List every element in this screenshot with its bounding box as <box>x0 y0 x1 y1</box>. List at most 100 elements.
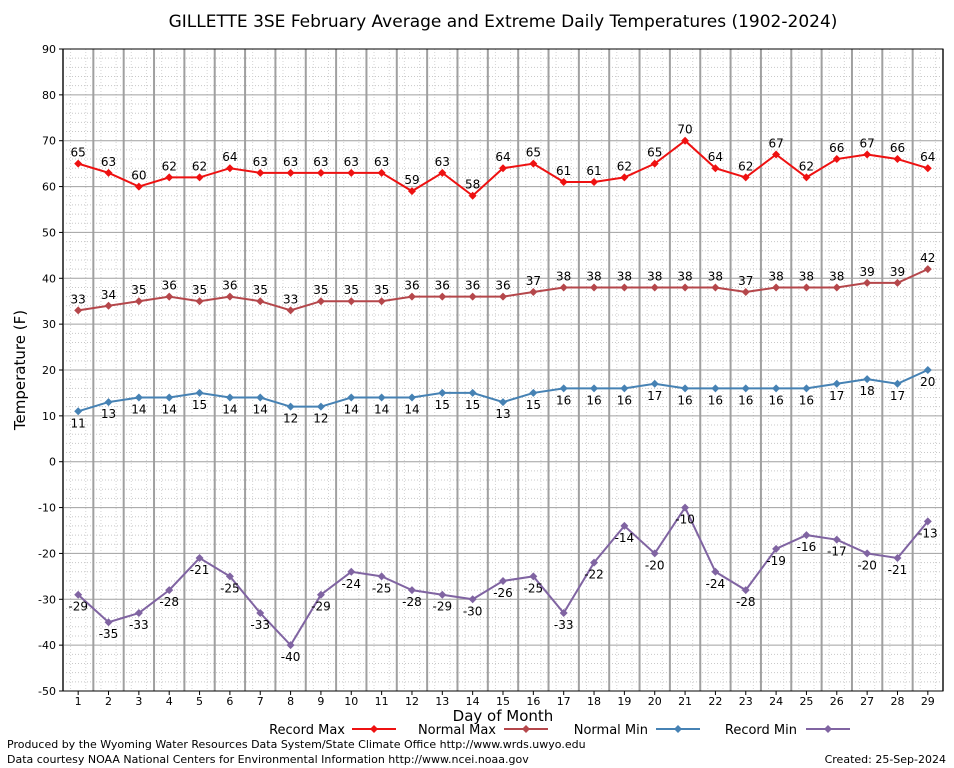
record-min-point <box>711 567 720 576</box>
record-min-point <box>802 531 811 540</box>
normal-min-data-label: 14 <box>404 403 419 417</box>
x-axis-title: Day of Month <box>453 707 554 725</box>
record-min-point <box>529 572 538 581</box>
footer-created-date: Created: 25-Sep-2024 <box>825 753 946 766</box>
record-max-point <box>195 173 204 182</box>
record-max-point <box>863 150 872 159</box>
normal-min-point <box>316 402 325 411</box>
normal-min-point <box>772 384 781 393</box>
record-max-point <box>559 177 568 186</box>
x-tick-label: 20 <box>648 695 662 708</box>
normal-max-point <box>165 292 174 301</box>
record-min-data-label: -33 <box>554 618 574 632</box>
record-max-data-label: 67 <box>768 136 783 150</box>
normal-min-data-label: 16 <box>617 393 632 407</box>
normal-min-data-label: 11 <box>71 416 86 430</box>
x-tick-label: 23 <box>739 695 753 708</box>
normal-min-data-label: 14 <box>374 403 389 417</box>
normal-min-data-label: 12 <box>283 412 298 426</box>
record-max-point <box>893 155 902 164</box>
normal-min-data-label: 15 <box>192 398 207 412</box>
normal-max-data-label: 36 <box>404 279 419 293</box>
record-min-data-label: -33 <box>129 618 149 632</box>
x-tick-label: 7 <box>257 695 264 708</box>
record-min-data-label: -33 <box>250 618 270 632</box>
normal-max-data-label: 38 <box>829 269 844 283</box>
normal-min-data-label: 20 <box>920 375 935 389</box>
normal-min-point <box>620 384 629 393</box>
x-tick-label: 25 <box>799 695 813 708</box>
normal-min-point <box>741 384 750 393</box>
record-min-data-label: -16 <box>797 540 817 554</box>
record-min-point <box>256 609 265 618</box>
y-tick-label: 20 <box>42 364 56 377</box>
y-tick-label: 60 <box>42 181 56 194</box>
normal-min-data-label: 14 <box>253 403 268 417</box>
record-max-point <box>741 173 750 182</box>
normal-min-data-label: 16 <box>738 393 753 407</box>
record-max-data-label: 63 <box>101 155 116 169</box>
x-tick-label: 17 <box>557 695 571 708</box>
record-max-point <box>104 168 113 177</box>
record-max-data-label: 61 <box>586 164 601 178</box>
series-layer <box>74 136 932 650</box>
x-tick-label: 21 <box>678 695 692 708</box>
normal-max-data-label: 38 <box>586 269 601 283</box>
normal-max-point <box>650 283 659 292</box>
record-min-point <box>377 572 386 581</box>
normal-min-data-label: 16 <box>586 393 601 407</box>
y-tick-label: -30 <box>38 593 56 606</box>
record-min-data-label: -19 <box>766 554 786 568</box>
record-min-point <box>559 609 568 618</box>
record-max-point <box>923 164 932 173</box>
record-max-point <box>165 173 174 182</box>
y-tick-label: 10 <box>42 410 56 423</box>
record-max-point <box>438 168 447 177</box>
record-max-data-label: 63 <box>313 155 328 169</box>
record-max-point <box>711 164 720 173</box>
normal-max-point <box>286 306 295 315</box>
footer-produced-by: Produced by the Wyoming Water Resources … <box>7 738 586 751</box>
legend-label-normal-max: Normal Max <box>418 723 496 738</box>
record-min-point <box>225 572 234 581</box>
record-min-data-label: -35 <box>99 627 119 641</box>
x-tick-label: 8 <box>287 695 294 708</box>
record-max-data-label: 65 <box>647 146 662 160</box>
record-min-data-label: -14 <box>615 531 635 545</box>
x-tick-label: 24 <box>769 695 783 708</box>
normal-min-point <box>590 384 599 393</box>
normal-max-point <box>499 292 507 301</box>
normal-max-point <box>772 283 781 292</box>
normal-max-data-label: 35 <box>192 283 207 297</box>
normal-min-data-label: 13 <box>495 407 510 421</box>
y-tick-label: -10 <box>38 502 56 515</box>
record-min-data-label: -25 <box>524 581 544 595</box>
normal-min-point <box>832 379 841 388</box>
normal-max-point <box>195 297 204 306</box>
record-max-point <box>590 177 599 186</box>
x-tick-label: 14 <box>466 695 480 708</box>
normal-min-point <box>681 384 690 393</box>
record-min-data-label: -24 <box>706 577 726 591</box>
record-max-data-label: 64 <box>708 150 723 164</box>
record-min-data-label: -10 <box>675 513 695 527</box>
normal-max-data-label: 36 <box>162 279 177 293</box>
normal-max-point <box>893 278 902 287</box>
record-max-data-label: 67 <box>859 136 874 150</box>
normal-min-point <box>863 375 872 384</box>
normal-max-data-label: 37 <box>526 274 541 288</box>
record-min-point <box>468 595 477 604</box>
record-max-point <box>620 173 629 182</box>
normal-max-data-label: 35 <box>374 283 389 297</box>
record-min-data-label: -24 <box>341 577 361 591</box>
x-tick-label: 1 <box>75 695 82 708</box>
record-max-point <box>832 155 841 164</box>
record-min-point <box>923 517 932 526</box>
record-min-data-label: -29 <box>311 600 331 614</box>
x-tick-label: 19 <box>617 695 631 708</box>
normal-min-data-label: 14 <box>162 403 177 417</box>
x-tick-label: 27 <box>860 695 874 708</box>
normal-min-point <box>711 384 720 393</box>
normal-min-data-label: 17 <box>829 389 844 403</box>
